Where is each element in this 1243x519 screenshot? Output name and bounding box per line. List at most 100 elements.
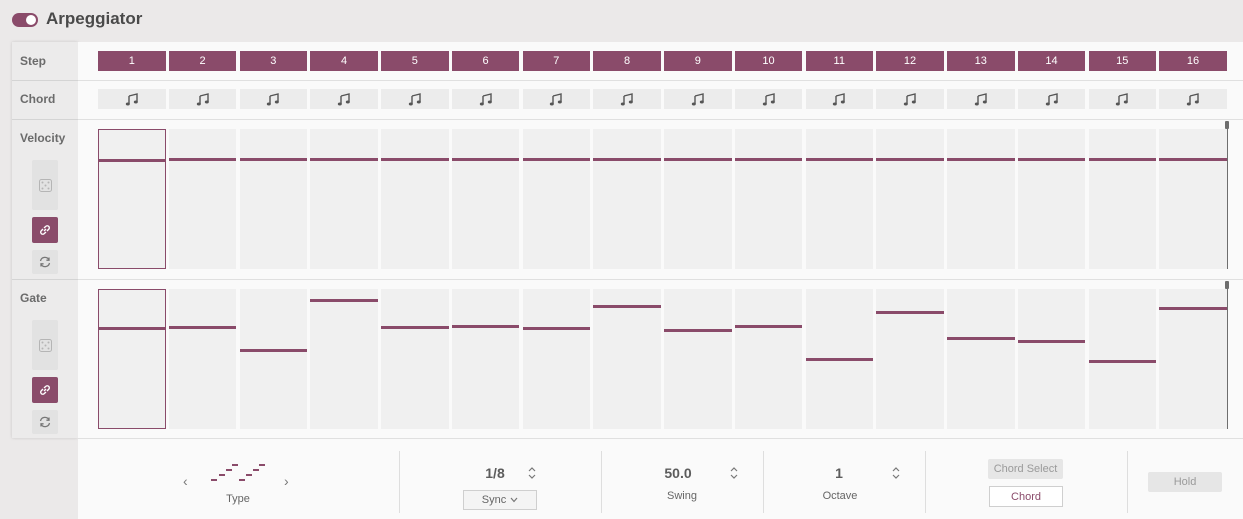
velocity-step-15-cell[interactable]	[1088, 129, 1156, 269]
gate-level-line[interactable]	[451, 325, 520, 328]
chord-step-2-button[interactable]	[168, 89, 237, 109]
velocity-step-11-cell[interactable]	[805, 129, 873, 269]
chord-step-1-button[interactable]	[98, 89, 166, 109]
chord-step-7-button[interactable]	[522, 89, 590, 109]
velocity-level-line[interactable]	[310, 158, 378, 161]
velocity-level-line[interactable]	[1017, 158, 1086, 161]
velocity-step-12-cell[interactable]	[876, 129, 944, 269]
velocity-step-8-cell[interactable]	[593, 129, 661, 269]
velocity-link-button[interactable]	[32, 217, 58, 243]
velocity-scrollbar[interactable]	[1226, 122, 1228, 269]
chord-step-6-button[interactable]	[451, 89, 520, 109]
gate-level-line[interactable]	[947, 337, 1015, 340]
velocity-level-line[interactable]	[947, 158, 1015, 161]
step-4-button[interactable]: 4	[310, 51, 378, 71]
chord-step-15-button[interactable]	[1088, 89, 1156, 109]
gate-level-line[interactable]	[734, 325, 803, 328]
swing-value[interactable]: 50.0	[664, 465, 692, 481]
chord-step-10-button[interactable]	[734, 89, 803, 109]
velocity-level-line[interactable]	[239, 158, 307, 161]
step-3-button[interactable]: 3	[239, 51, 307, 71]
gate-level-line[interactable]	[805, 358, 873, 361]
chord-step-5-button[interactable]	[381, 89, 449, 109]
gate-level-line[interactable]	[168, 326, 237, 329]
gate-level-line[interactable]	[239, 349, 307, 352]
rate-value[interactable]: 1/8	[485, 465, 505, 481]
gate-randomize-button[interactable]	[32, 320, 58, 370]
chord-step-14-button[interactable]	[1017, 89, 1086, 109]
step-7-button[interactable]: 7	[522, 51, 590, 71]
hold-button[interactable]: Hold	[1148, 472, 1222, 492]
gate-level-line[interactable]	[593, 305, 661, 308]
velocity-step-4-cell[interactable]	[310, 129, 378, 269]
gate-step-2-cell[interactable]	[168, 289, 237, 429]
velocity-level-line[interactable]	[522, 158, 590, 161]
gate-level-line[interactable]	[99, 327, 165, 330]
velocity-randomize-button[interactable]	[32, 160, 58, 210]
step-8-button[interactable]: 8	[593, 51, 661, 71]
gate-level-line[interactable]	[1088, 360, 1156, 363]
velocity-step-1-cell[interactable]	[98, 129, 166, 269]
step-11-button[interactable]: 11	[805, 51, 873, 71]
gate-step-7-cell[interactable]	[522, 289, 590, 429]
velocity-step-9-cell[interactable]	[664, 129, 732, 269]
step-2-button[interactable]: 2	[168, 51, 237, 71]
chord-step-8-button[interactable]	[593, 89, 661, 109]
velocity-scroll-thumb[interactable]	[1225, 121, 1229, 129]
gate-level-line[interactable]	[1017, 340, 1086, 343]
type-prev-arrow[interactable]: ‹	[183, 473, 188, 489]
step-13-button[interactable]: 13	[947, 51, 1015, 71]
step-9-button[interactable]: 9	[664, 51, 732, 71]
gate-step-10-cell[interactable]	[734, 289, 803, 429]
chord-step-11-button[interactable]	[805, 89, 873, 109]
step-16-button[interactable]: 16	[1159, 51, 1227, 71]
velocity-reset-button[interactable]	[32, 250, 58, 274]
velocity-step-2-cell[interactable]	[168, 129, 237, 269]
step-1-button[interactable]: 1	[98, 51, 166, 71]
velocity-level-line[interactable]	[168, 158, 237, 161]
gate-scrollbar[interactable]	[1226, 282, 1228, 429]
octave-stepper-icon[interactable]	[891, 466, 901, 480]
velocity-level-line[interactable]	[734, 158, 803, 161]
swing-stepper-icon[interactable]	[729, 466, 739, 480]
gate-step-12-cell[interactable]	[876, 289, 944, 429]
velocity-level-line[interactable]	[381, 158, 449, 161]
gate-level-line[interactable]	[664, 329, 732, 332]
chord-step-3-button[interactable]	[239, 89, 307, 109]
velocity-level-line[interactable]	[876, 158, 944, 161]
gate-step-16-cell[interactable]	[1159, 289, 1227, 429]
gate-level-line[interactable]	[522, 327, 590, 330]
velocity-step-3-cell[interactable]	[239, 129, 307, 269]
sync-dropdown[interactable]: Sync	[463, 490, 537, 510]
gate-level-line[interactable]	[381, 326, 449, 329]
gate-level-line[interactable]	[1159, 307, 1227, 310]
chord-step-16-button[interactable]	[1159, 89, 1227, 109]
velocity-step-16-cell[interactable]	[1159, 129, 1227, 269]
gate-step-8-cell[interactable]	[593, 289, 661, 429]
velocity-level-line[interactable]	[451, 158, 520, 161]
chord-step-4-button[interactable]	[310, 89, 378, 109]
gate-scroll-thumb[interactable]	[1225, 281, 1229, 289]
velocity-step-7-cell[interactable]	[522, 129, 590, 269]
chord-step-12-button[interactable]	[876, 89, 944, 109]
octave-value[interactable]: 1	[835, 465, 843, 481]
gate-step-6-cell[interactable]	[451, 289, 520, 429]
chord-step-13-button[interactable]	[947, 89, 1015, 109]
gate-link-button[interactable]	[32, 377, 58, 403]
power-toggle[interactable]	[12, 13, 38, 27]
rate-stepper-icon[interactable]	[527, 466, 537, 480]
velocity-level-line[interactable]	[664, 158, 732, 161]
gate-step-5-cell[interactable]	[381, 289, 449, 429]
velocity-step-10-cell[interactable]	[734, 129, 803, 269]
type-next-arrow[interactable]: ›	[284, 473, 289, 489]
gate-step-13-cell[interactable]	[947, 289, 1015, 429]
velocity-step-14-cell[interactable]	[1017, 129, 1086, 269]
velocity-step-13-cell[interactable]	[947, 129, 1015, 269]
gate-level-line[interactable]	[876, 311, 944, 314]
velocity-step-6-cell[interactable]	[451, 129, 520, 269]
gate-reset-button[interactable]	[32, 410, 58, 434]
gate-step-9-cell[interactable]	[664, 289, 732, 429]
step-5-button[interactable]: 5	[381, 51, 449, 71]
chord-button[interactable]: Chord	[989, 486, 1063, 507]
gate-step-3-cell[interactable]	[239, 289, 307, 429]
